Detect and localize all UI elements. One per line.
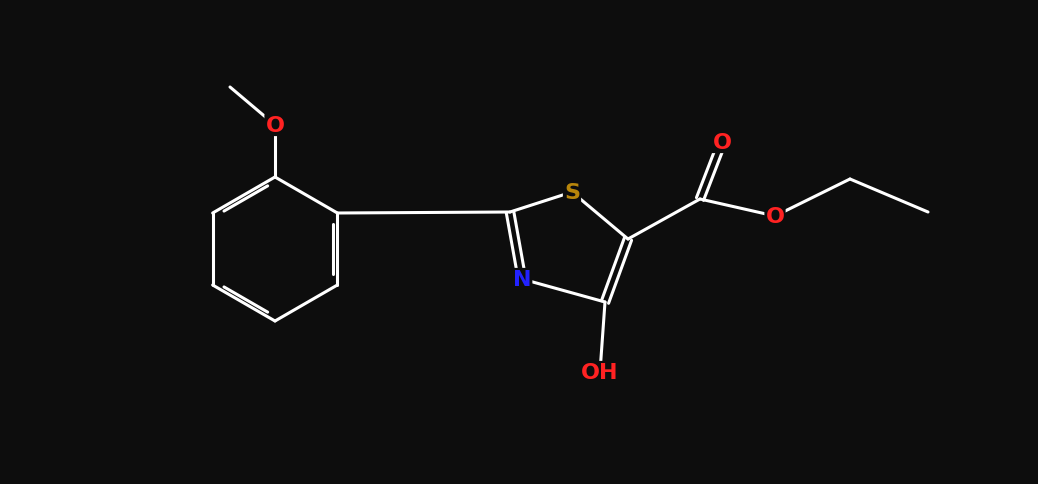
Text: O: O — [765, 207, 785, 227]
Text: O: O — [266, 116, 284, 136]
Text: N: N — [513, 270, 531, 289]
Text: OH: OH — [581, 362, 619, 382]
Text: O: O — [712, 133, 732, 152]
Text: S: S — [564, 182, 580, 203]
